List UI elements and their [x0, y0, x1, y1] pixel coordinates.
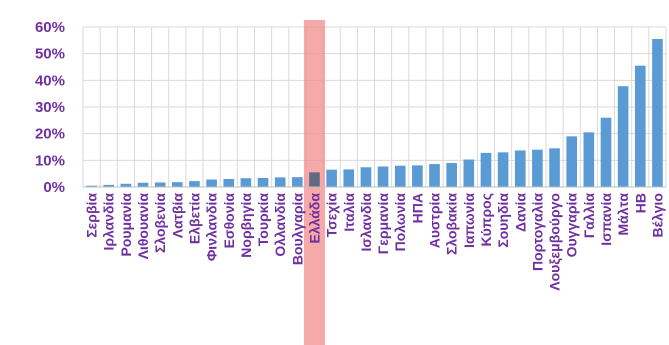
x-tick-label: Ολλανδία: [272, 193, 288, 257]
x-tick-label: Δανία: [512, 193, 528, 232]
bar: [617, 86, 629, 187]
bar: [394, 165, 406, 187]
bar: [120, 183, 132, 187]
bar: [309, 172, 320, 187]
x-tick-label: ΗΒ: [632, 193, 648, 213]
y-tick-label: 40%: [35, 72, 65, 89]
x-tick-label: Εσθονία: [221, 193, 237, 249]
bar: [343, 169, 355, 187]
bar: [86, 185, 97, 187]
x-tick-label: Κύπρος: [478, 193, 494, 246]
bar: [446, 163, 457, 187]
bar: [292, 177, 303, 187]
bar: [429, 164, 440, 187]
bar: [360, 167, 372, 187]
bar: [497, 152, 509, 187]
bar: [377, 166, 389, 187]
bar: [257, 177, 269, 187]
bars: [86, 39, 663, 187]
x-tick-label: Ρουμανία: [118, 193, 134, 257]
bar: [514, 150, 526, 187]
y-tick-label: 0%: [43, 179, 65, 196]
bar: [171, 182, 183, 187]
y-axis-ticks: 0% 10% 20% 30% 40% 50% 60%: [35, 19, 65, 196]
bar: [600, 117, 612, 187]
x-tick-label: Νορβηγία: [238, 193, 254, 258]
x-tick-label: Βουλγαρία: [289, 193, 305, 266]
x-tick-label: Γαλλία: [581, 193, 597, 238]
bar: [566, 136, 578, 187]
bar: [412, 165, 423, 187]
bar: [480, 152, 492, 187]
bar: [189, 181, 200, 187]
y-tick-label: 60%: [35, 19, 65, 36]
bar: [652, 39, 663, 187]
x-tick-label: Ελβετία: [186, 193, 202, 244]
x-tick-label: Σλοβακία: [444, 193, 460, 255]
bar: [240, 178, 252, 187]
gridlines: [82, 26, 667, 187]
x-tick-label: Ιρλανδία: [101, 193, 117, 251]
bar: [154, 182, 166, 187]
bar: [206, 179, 217, 187]
x-tick-label: Σλοβενία: [152, 193, 168, 253]
x-tick-label: Ελλάδα: [306, 193, 322, 244]
x-tick-label: Τουρκία: [255, 193, 271, 247]
y-tick-label: 20%: [35, 126, 65, 143]
x-tick-label: Λιθουανία: [135, 193, 151, 260]
x-tick-label: Γερμανία: [375, 193, 391, 255]
y-tick-label: 50%: [35, 46, 65, 63]
x-axis-ticks: Σερβία Ιρλανδία Ρουμανία Λιθουανία Σλοβενία Λ…: [84, 193, 666, 291]
bar: [103, 184, 115, 187]
bar: [532, 149, 543, 187]
bar: [634, 65, 646, 187]
x-tick-label: Τσεχία: [324, 193, 340, 238]
x-tick-label: Ισλανδία: [358, 193, 374, 252]
x-tick-label: Πολωνία: [392, 193, 408, 252]
bar: [583, 132, 595, 187]
x-tick-label: Λουξεμβούργο: [547, 193, 563, 291]
y-tick-label: 10%: [35, 152, 65, 169]
x-tick-label: Μάλτα: [615, 193, 631, 236]
x-tick-label: Ουγγαρία: [564, 193, 580, 258]
x-tick-label: Σουηδία: [495, 193, 511, 248]
y-tick-label: 30%: [35, 99, 65, 116]
bar: [549, 148, 560, 187]
bar: [274, 177, 286, 187]
x-tick-label: Ισπανία: [598, 193, 614, 246]
x-tick-label: Ιαπωνία: [461, 193, 477, 248]
x-tick-label: ΗΠΑ: [409, 193, 425, 223]
x-tick-label: Σερβία: [84, 193, 100, 238]
bar: [137, 182, 149, 187]
bar: [463, 159, 475, 187]
x-tick-label: Βέλγιο: [649, 193, 665, 237]
x-tick-label: Αυστρία: [427, 193, 443, 249]
bar: [223, 179, 235, 187]
x-tick-label: Φινλανδία: [204, 193, 220, 262]
x-tick-label: Πορτογαλία: [529, 193, 545, 271]
bar: [326, 169, 337, 187]
x-tick-label: Ιταλία: [341, 193, 357, 232]
x-tick-label: Λατβία: [169, 193, 185, 239]
